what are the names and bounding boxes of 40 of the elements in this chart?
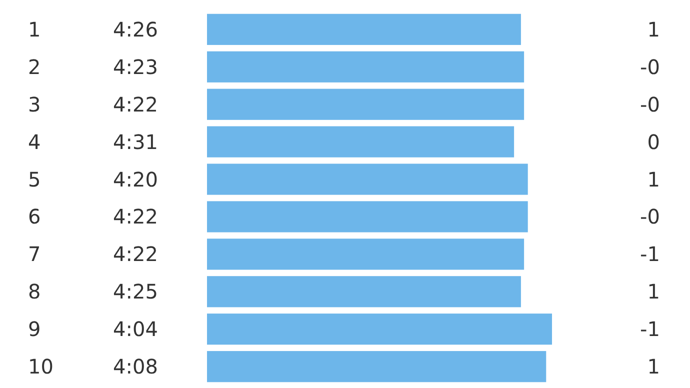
text: -0 <box>640 54 660 79</box>
text: 0 <box>647 130 660 154</box>
text: 4:22 <box>113 92 158 116</box>
bar <box>207 351 546 382</box>
bar <box>207 14 521 45</box>
y-tick-label: 9 <box>28 317 41 342</box>
y-tick-label: 10 <box>28 354 54 379</box>
y-tick-label: 3 <box>28 92 41 116</box>
text: 1 <box>647 354 660 379</box>
bar <box>207 238 524 270</box>
bar <box>207 201 528 232</box>
bar <box>207 51 524 82</box>
text: 4:23 <box>113 54 158 79</box>
y-tick-label: 5 <box>28 167 41 192</box>
y-tick-label: 6 <box>28 204 41 229</box>
bar <box>207 164 528 195</box>
bar <box>207 126 514 158</box>
bar <box>207 88 524 120</box>
y-tick-label: 7 <box>28 242 41 266</box>
text: -0 <box>640 92 660 116</box>
y-tick-label: 2 <box>28 54 41 79</box>
text: 4:22 <box>113 242 158 266</box>
text: 4:25 <box>113 280 158 304</box>
text: 4:20 <box>113 167 158 192</box>
text: 4:08 <box>113 354 158 379</box>
text: 4:26 <box>113 17 158 42</box>
bar <box>207 314 552 345</box>
text: 1 <box>647 17 660 42</box>
y-tick-label: 8 <box>28 280 41 304</box>
text: 4:04 <box>113 317 158 342</box>
text: -0 <box>640 204 660 229</box>
text: 4:31 <box>113 130 158 154</box>
y-tick-label: 4 <box>28 130 41 154</box>
text: -1 <box>640 242 660 266</box>
text: 1 <box>647 167 660 192</box>
text: 4:22 <box>113 204 158 229</box>
text: -1 <box>640 317 660 342</box>
text: 1 <box>647 280 660 304</box>
y-tick-label: 1 <box>28 17 41 42</box>
bar <box>207 276 521 308</box>
